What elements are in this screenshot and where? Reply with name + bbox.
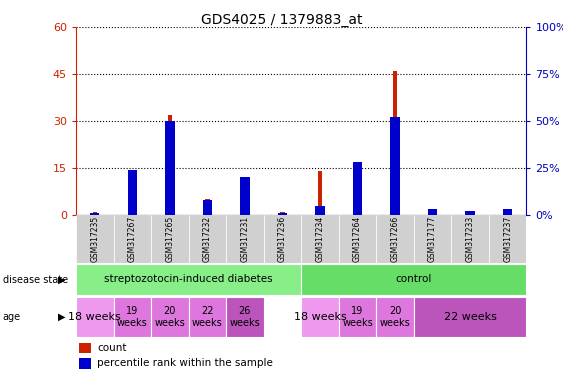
Bar (240, 177, 249, 215)
Bar (168, 115, 172, 215)
Bar (189, 215, 226, 263)
Bar (414, 215, 452, 263)
Text: GSM317235: GSM317235 (90, 216, 99, 262)
Bar (506, 212, 510, 215)
Text: percentile rank within the sample: percentile rank within the sample (97, 358, 273, 368)
Text: 19
weeks: 19 weeks (117, 306, 148, 328)
Text: GSM317234: GSM317234 (315, 216, 324, 262)
Bar (318, 171, 322, 215)
Bar (203, 200, 212, 215)
Bar (76, 264, 301, 295)
Text: 20
weeks: 20 weeks (154, 306, 185, 328)
Bar (151, 296, 189, 337)
Bar (114, 296, 151, 337)
Text: streptozotocin-induced diabetes: streptozotocin-induced diabetes (104, 274, 273, 285)
Bar (301, 215, 339, 263)
Bar (468, 212, 472, 215)
Bar (205, 199, 209, 215)
Text: count: count (97, 343, 127, 353)
Bar (76, 296, 114, 337)
Bar (79, 343, 91, 353)
Text: GSM317231: GSM317231 (240, 216, 249, 262)
Bar (339, 215, 376, 263)
Bar (301, 296, 339, 337)
Text: 19
weeks: 19 weeks (342, 306, 373, 328)
Bar (301, 264, 526, 295)
Text: 22
weeks: 22 weeks (192, 306, 223, 328)
Text: GSM317236: GSM317236 (278, 216, 287, 262)
Bar (226, 215, 263, 263)
Text: ▶: ▶ (59, 275, 66, 285)
Bar (243, 190, 247, 215)
Text: 18 weeks: 18 weeks (68, 312, 121, 322)
Bar (90, 213, 100, 215)
Text: GDS4025 / 1379883_at: GDS4025 / 1379883_at (201, 13, 362, 27)
Bar (452, 215, 489, 263)
Bar (353, 162, 362, 215)
Bar (189, 296, 226, 337)
Bar (278, 213, 287, 215)
Bar (263, 215, 301, 263)
Bar (430, 209, 435, 215)
Text: GSM317232: GSM317232 (203, 216, 212, 262)
Text: disease state: disease state (3, 275, 68, 285)
Text: GSM317237: GSM317237 (503, 216, 512, 262)
Bar (280, 212, 285, 215)
Bar (76, 215, 114, 263)
Bar (92, 212, 97, 215)
Bar (151, 215, 189, 263)
Bar (428, 209, 437, 215)
Bar (466, 211, 475, 215)
Text: control: control (396, 274, 432, 285)
Bar (390, 117, 400, 215)
Text: GSM317267: GSM317267 (128, 216, 137, 262)
Bar (128, 170, 137, 215)
Bar (355, 212, 360, 215)
Bar (376, 296, 414, 337)
Text: ▶: ▶ (59, 312, 66, 322)
Text: 20
weeks: 20 weeks (379, 306, 410, 328)
Bar (376, 215, 414, 263)
Bar (315, 206, 325, 215)
Text: 18 weeks: 18 weeks (293, 312, 346, 322)
Text: GSM317233: GSM317233 (466, 216, 475, 262)
Bar (414, 296, 526, 337)
Bar (130, 177, 135, 215)
Text: GSM317265: GSM317265 (166, 216, 175, 262)
Bar (165, 121, 175, 215)
Text: GSM317266: GSM317266 (391, 216, 400, 262)
Bar (393, 71, 397, 215)
Bar (503, 209, 512, 215)
Text: age: age (3, 312, 21, 322)
Bar (339, 296, 376, 337)
Bar (226, 296, 263, 337)
Text: 22 weeks: 22 weeks (444, 312, 497, 322)
Bar (489, 215, 526, 263)
Text: 26
weeks: 26 weeks (230, 306, 260, 328)
Text: GSM317264: GSM317264 (353, 216, 362, 262)
Bar (114, 215, 151, 263)
Bar (79, 358, 91, 369)
Text: GSM317177: GSM317177 (428, 216, 437, 262)
